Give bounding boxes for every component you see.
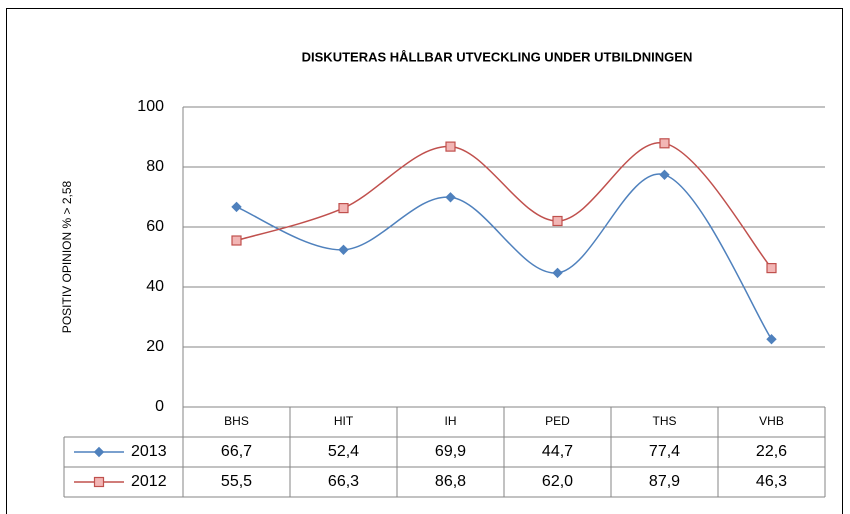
data-point [445,192,456,203]
x-tick-label: IH [445,414,457,428]
x-tick-label: THS [653,414,677,428]
legend-label: 2012 [131,473,167,490]
data-point [338,244,349,256]
y-tick-label: 20 [146,338,164,355]
data-point [659,138,670,149]
data-label: 62,0 [542,473,573,490]
y-tick-label: 40 [146,278,164,295]
legend-label: 2013 [131,443,167,460]
data-point [231,235,242,246]
data-point [338,203,349,214]
data-point [552,267,563,279]
legend-marker [93,446,105,458]
y-tick-label: 80 [146,158,164,175]
x-tick-label: HIT [334,414,354,428]
chart-title: DISKUTERAS HÅLLBAR UTVECKLING UNDER UTBI… [302,49,693,64]
data-label: 22,6 [756,443,787,460]
legend-marker [93,476,105,488]
data-point [766,263,777,274]
data-label: 66,7 [221,443,252,460]
data-label: 66,3 [328,473,359,490]
data-label: 46,3 [756,473,787,490]
y-tick-label: 60 [146,218,164,235]
data-label: 52,4 [328,443,359,460]
x-tick-label: VHB [759,414,784,428]
chart-border [6,8,843,514]
data-label: 77,4 [649,443,680,460]
data-label: 87,9 [649,473,680,490]
data-label: 69,9 [435,443,466,460]
x-tick-label: BHS [224,414,249,428]
data-label: 86,8 [435,473,466,490]
data-point [766,333,777,345]
data-point [659,169,670,181]
y-tick-label: 100 [137,98,164,115]
data-point [552,215,563,227]
data-point [231,201,242,213]
y-axis-label: POSITIV OPINION % > 2,58 [60,180,74,333]
data-label: 55,5 [221,473,252,490]
data-point [445,141,456,152]
x-tick-label: PED [545,414,570,428]
y-tick-label: 0 [155,398,164,415]
data-label: 44,7 [542,443,573,460]
